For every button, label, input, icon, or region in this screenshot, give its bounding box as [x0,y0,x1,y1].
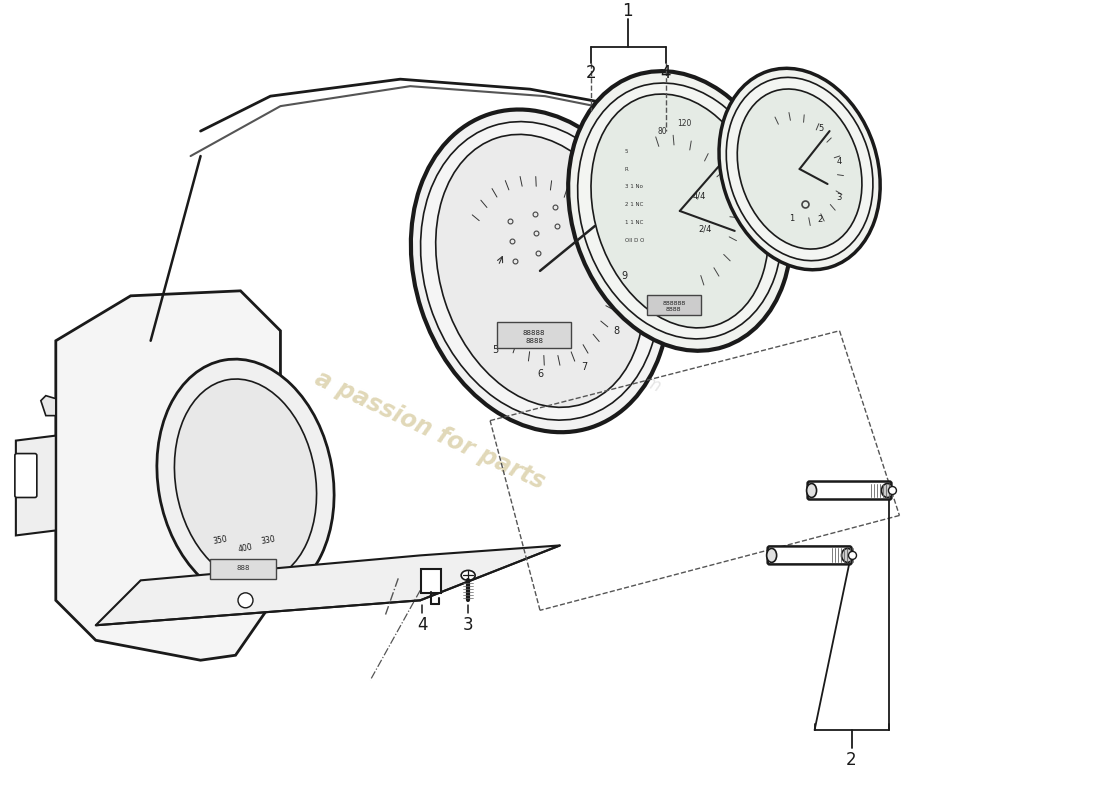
FancyBboxPatch shape [768,546,851,564]
Text: 2: 2 [817,215,823,225]
Text: 7: 7 [582,362,587,372]
Ellipse shape [726,78,873,261]
Ellipse shape [889,486,896,494]
Text: 88888: 88888 [522,330,546,336]
Text: 4: 4 [417,616,428,634]
Text: 2 1 NC: 2 1 NC [625,202,644,207]
Ellipse shape [411,110,669,432]
Text: 80: 80 [657,126,667,135]
Polygon shape [56,291,280,660]
Text: 1 1 NC: 1 1 NC [625,221,644,226]
Polygon shape [96,546,560,626]
Ellipse shape [157,359,334,602]
Text: R: R [625,166,628,171]
Text: 2: 2 [585,64,596,82]
Text: 1: 1 [623,2,634,20]
Ellipse shape [848,551,857,559]
Ellipse shape [737,89,862,249]
Ellipse shape [175,379,317,582]
Polygon shape [41,396,56,416]
Text: www.1autoparts.com: www.1autoparts.com [496,306,663,396]
Text: 9: 9 [621,271,627,282]
FancyBboxPatch shape [421,570,441,594]
Ellipse shape [881,483,893,498]
FancyBboxPatch shape [497,322,571,348]
Text: 120: 120 [678,118,692,128]
Ellipse shape [719,68,880,270]
Ellipse shape [569,71,791,350]
Text: 4: 4 [661,64,671,82]
Text: 8888: 8888 [666,307,682,312]
Text: 400: 400 [238,542,253,554]
Text: 888: 888 [236,566,250,571]
Text: 1: 1 [789,214,794,223]
FancyBboxPatch shape [807,482,891,499]
Text: 8: 8 [613,326,619,336]
Ellipse shape [436,134,645,407]
Text: 350: 350 [212,534,229,546]
Text: 6: 6 [537,370,543,379]
FancyBboxPatch shape [210,559,276,579]
Ellipse shape [806,483,816,498]
Ellipse shape [767,549,777,562]
Ellipse shape [461,570,475,580]
Text: 2/4: 2/4 [698,225,712,234]
FancyBboxPatch shape [647,295,701,314]
Text: 3: 3 [836,193,842,202]
Text: 4/4: 4/4 [693,191,706,201]
Ellipse shape [420,122,660,420]
Text: 5: 5 [492,345,498,355]
Text: 3: 3 [463,616,473,634]
Ellipse shape [578,83,782,339]
Text: OIl D O: OIl D O [625,238,645,243]
Text: 5: 5 [818,125,824,134]
Text: 888888: 888888 [662,302,685,306]
Text: 2: 2 [846,751,857,769]
Text: 8888: 8888 [525,338,543,344]
Ellipse shape [591,94,769,328]
Ellipse shape [842,549,854,562]
Text: 3 1 No: 3 1 No [625,185,642,190]
FancyBboxPatch shape [15,454,36,498]
Text: 5: 5 [625,149,628,154]
Ellipse shape [238,593,253,608]
Text: 4: 4 [836,157,842,166]
Polygon shape [15,435,56,535]
Text: 330: 330 [261,534,276,546]
Text: a passion for parts: a passion for parts [311,366,549,494]
